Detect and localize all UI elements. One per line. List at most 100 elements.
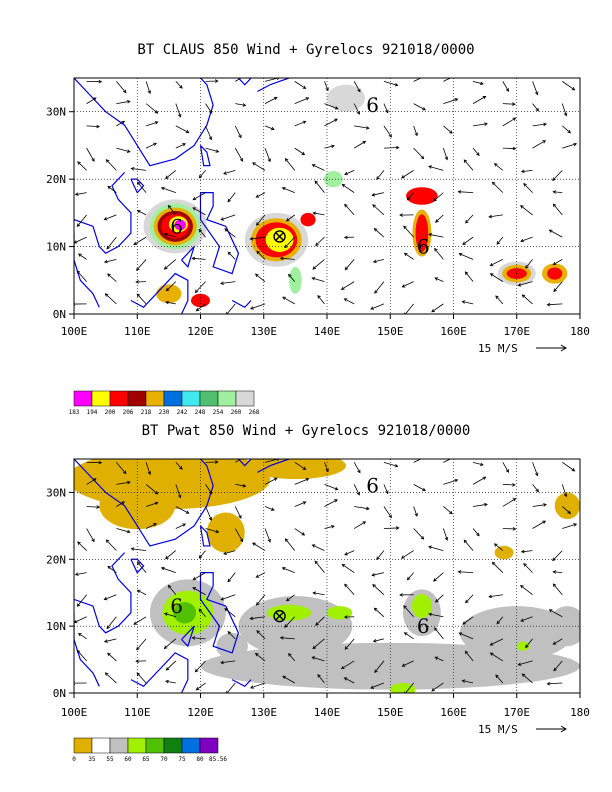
top-wind-arrowhead xyxy=(401,175,405,179)
bottom-wind-arrowhead xyxy=(92,478,97,482)
bottom-wind-arrowhead xyxy=(543,503,547,507)
bottom-wind-arrowhead xyxy=(512,527,517,531)
bottom-wind-arrowhead xyxy=(520,585,524,589)
bottom-wind-arrowhead xyxy=(215,529,220,534)
top-wind-vector xyxy=(165,301,176,305)
top-wind-arrowhead xyxy=(488,214,493,219)
top-wind-vector xyxy=(314,180,325,193)
bottom-lon-label: 170E xyxy=(504,706,531,719)
bottom-wind-arrowhead xyxy=(256,601,260,606)
top-wind-arrowhead xyxy=(301,151,306,156)
top-wind-vector xyxy=(252,162,266,171)
top-wind-arrowhead xyxy=(314,180,319,185)
bottom-shade-region xyxy=(216,632,248,660)
top-wind-vector xyxy=(196,303,206,312)
bottom-wind-arrowhead xyxy=(242,483,247,488)
bottom-wind-arrowhead xyxy=(77,633,82,637)
top-wind-arrowhead xyxy=(105,159,110,163)
top-wind-vector xyxy=(374,281,385,294)
top-wind-arrowhead xyxy=(91,158,95,162)
bottom-wind-arrowhead xyxy=(255,574,260,578)
top-wind-arrowhead xyxy=(552,261,557,266)
bottom-wind-arrowhead xyxy=(107,565,112,570)
top-lon-label: 170E xyxy=(504,325,531,338)
bottom-wind-arrowhead xyxy=(192,576,197,581)
bottom-colorbar-swatch xyxy=(181,737,201,754)
bottom-wind-arrowhead xyxy=(195,686,200,691)
bottom-circled-x-stroke xyxy=(275,611,285,621)
bottom-wind-vector xyxy=(294,462,306,470)
bottom-wind-arrowhead xyxy=(388,514,392,519)
top-ref-vector-label: 15 M/S xyxy=(478,342,518,355)
bottom-wind-vector xyxy=(496,616,504,625)
bottom-wind-arrowhead xyxy=(282,675,286,680)
top-wind-arrowhead xyxy=(521,294,526,298)
top-wind-arrowhead xyxy=(227,251,232,256)
top-wind-vector xyxy=(284,236,296,248)
bottom-wind-arrowhead xyxy=(252,542,256,546)
top-wind-arrowhead xyxy=(458,252,463,257)
top-wind-arrowhead xyxy=(96,124,101,129)
bottom-wind-vector xyxy=(443,506,453,515)
bottom-wind-vector xyxy=(463,539,474,551)
top-wind-arrowhead xyxy=(435,219,439,223)
top-wind-arrowhead xyxy=(512,146,517,151)
bottom-colorbar-label: 85.56 xyxy=(209,756,227,763)
top-wind-arrowhead xyxy=(198,174,203,179)
bottom-wind-vector xyxy=(256,630,266,640)
bottom-wind-arrowhead xyxy=(288,653,292,657)
top-lon-label: 120E xyxy=(187,325,214,338)
top-wind-arrowhead xyxy=(302,85,307,89)
top-wind-arrowhead xyxy=(463,159,468,163)
bottom-wind-arrowhead xyxy=(571,468,576,472)
top-wind-arrowhead xyxy=(573,142,578,147)
bottom-colorbar-swatch xyxy=(127,737,147,754)
bottom-wind-vector xyxy=(145,462,151,475)
top-coastline xyxy=(74,233,100,308)
bottom-wind-vector xyxy=(532,504,547,507)
bottom-wind-vector xyxy=(234,506,242,519)
top-wind-arrowhead xyxy=(185,129,190,134)
top-wind-vector xyxy=(490,259,504,266)
top-shade-region xyxy=(156,284,182,304)
top-colorbar-swatch xyxy=(73,390,93,407)
top-wind-arrowhead xyxy=(325,87,329,92)
bottom-wind-vector xyxy=(107,652,117,662)
bottom-wind-vector xyxy=(490,638,504,646)
bottom-wind-vector xyxy=(428,613,444,618)
bottom-map-area: 6 6 6 xyxy=(74,459,580,693)
bottom-wind-vector xyxy=(227,572,236,583)
bottom-wind-arrowhead xyxy=(491,561,496,566)
bottom-wind-vector xyxy=(227,631,236,640)
bottom-wind-vector xyxy=(490,652,504,662)
bottom-wind-vector xyxy=(472,476,486,485)
bottom-wind-vector xyxy=(403,605,414,618)
bottom-wind-vector xyxy=(465,650,474,662)
top-wind-vector xyxy=(433,192,444,202)
bottom-wind-vector xyxy=(353,462,361,473)
top-coastline xyxy=(231,299,252,309)
top-wind-arrowhead xyxy=(546,302,551,307)
top-wind-vector xyxy=(165,170,177,179)
bottom-wind-vector xyxy=(164,613,176,618)
top-ref-vector-arrowhead xyxy=(560,344,567,352)
bottom-wind-vector xyxy=(175,484,181,498)
bottom-wind-vector xyxy=(374,607,385,618)
top-wind-vector xyxy=(525,259,533,269)
top-wind-arrowhead xyxy=(542,140,547,144)
bottom-shade-region xyxy=(327,606,353,620)
bottom-ref-vector-arrowhead xyxy=(560,725,567,733)
bottom-wind-arrowhead xyxy=(465,599,469,604)
top-wind-arrowhead xyxy=(191,256,196,261)
bottom-shade-region xyxy=(516,641,530,651)
top-colorbar-swatch xyxy=(163,390,183,407)
top-wind-arrowhead xyxy=(480,81,484,86)
top-wind-vector xyxy=(168,205,177,216)
top-wind-arrowhead xyxy=(284,158,289,162)
top-wind-arrowhead xyxy=(178,113,182,118)
top-wind-vector xyxy=(227,192,236,202)
top-lat-label: 0N xyxy=(53,308,66,321)
top-wind-arrowhead xyxy=(356,111,360,115)
top-wind-arrowhead xyxy=(548,229,553,233)
bottom-wind-vector xyxy=(353,521,366,529)
